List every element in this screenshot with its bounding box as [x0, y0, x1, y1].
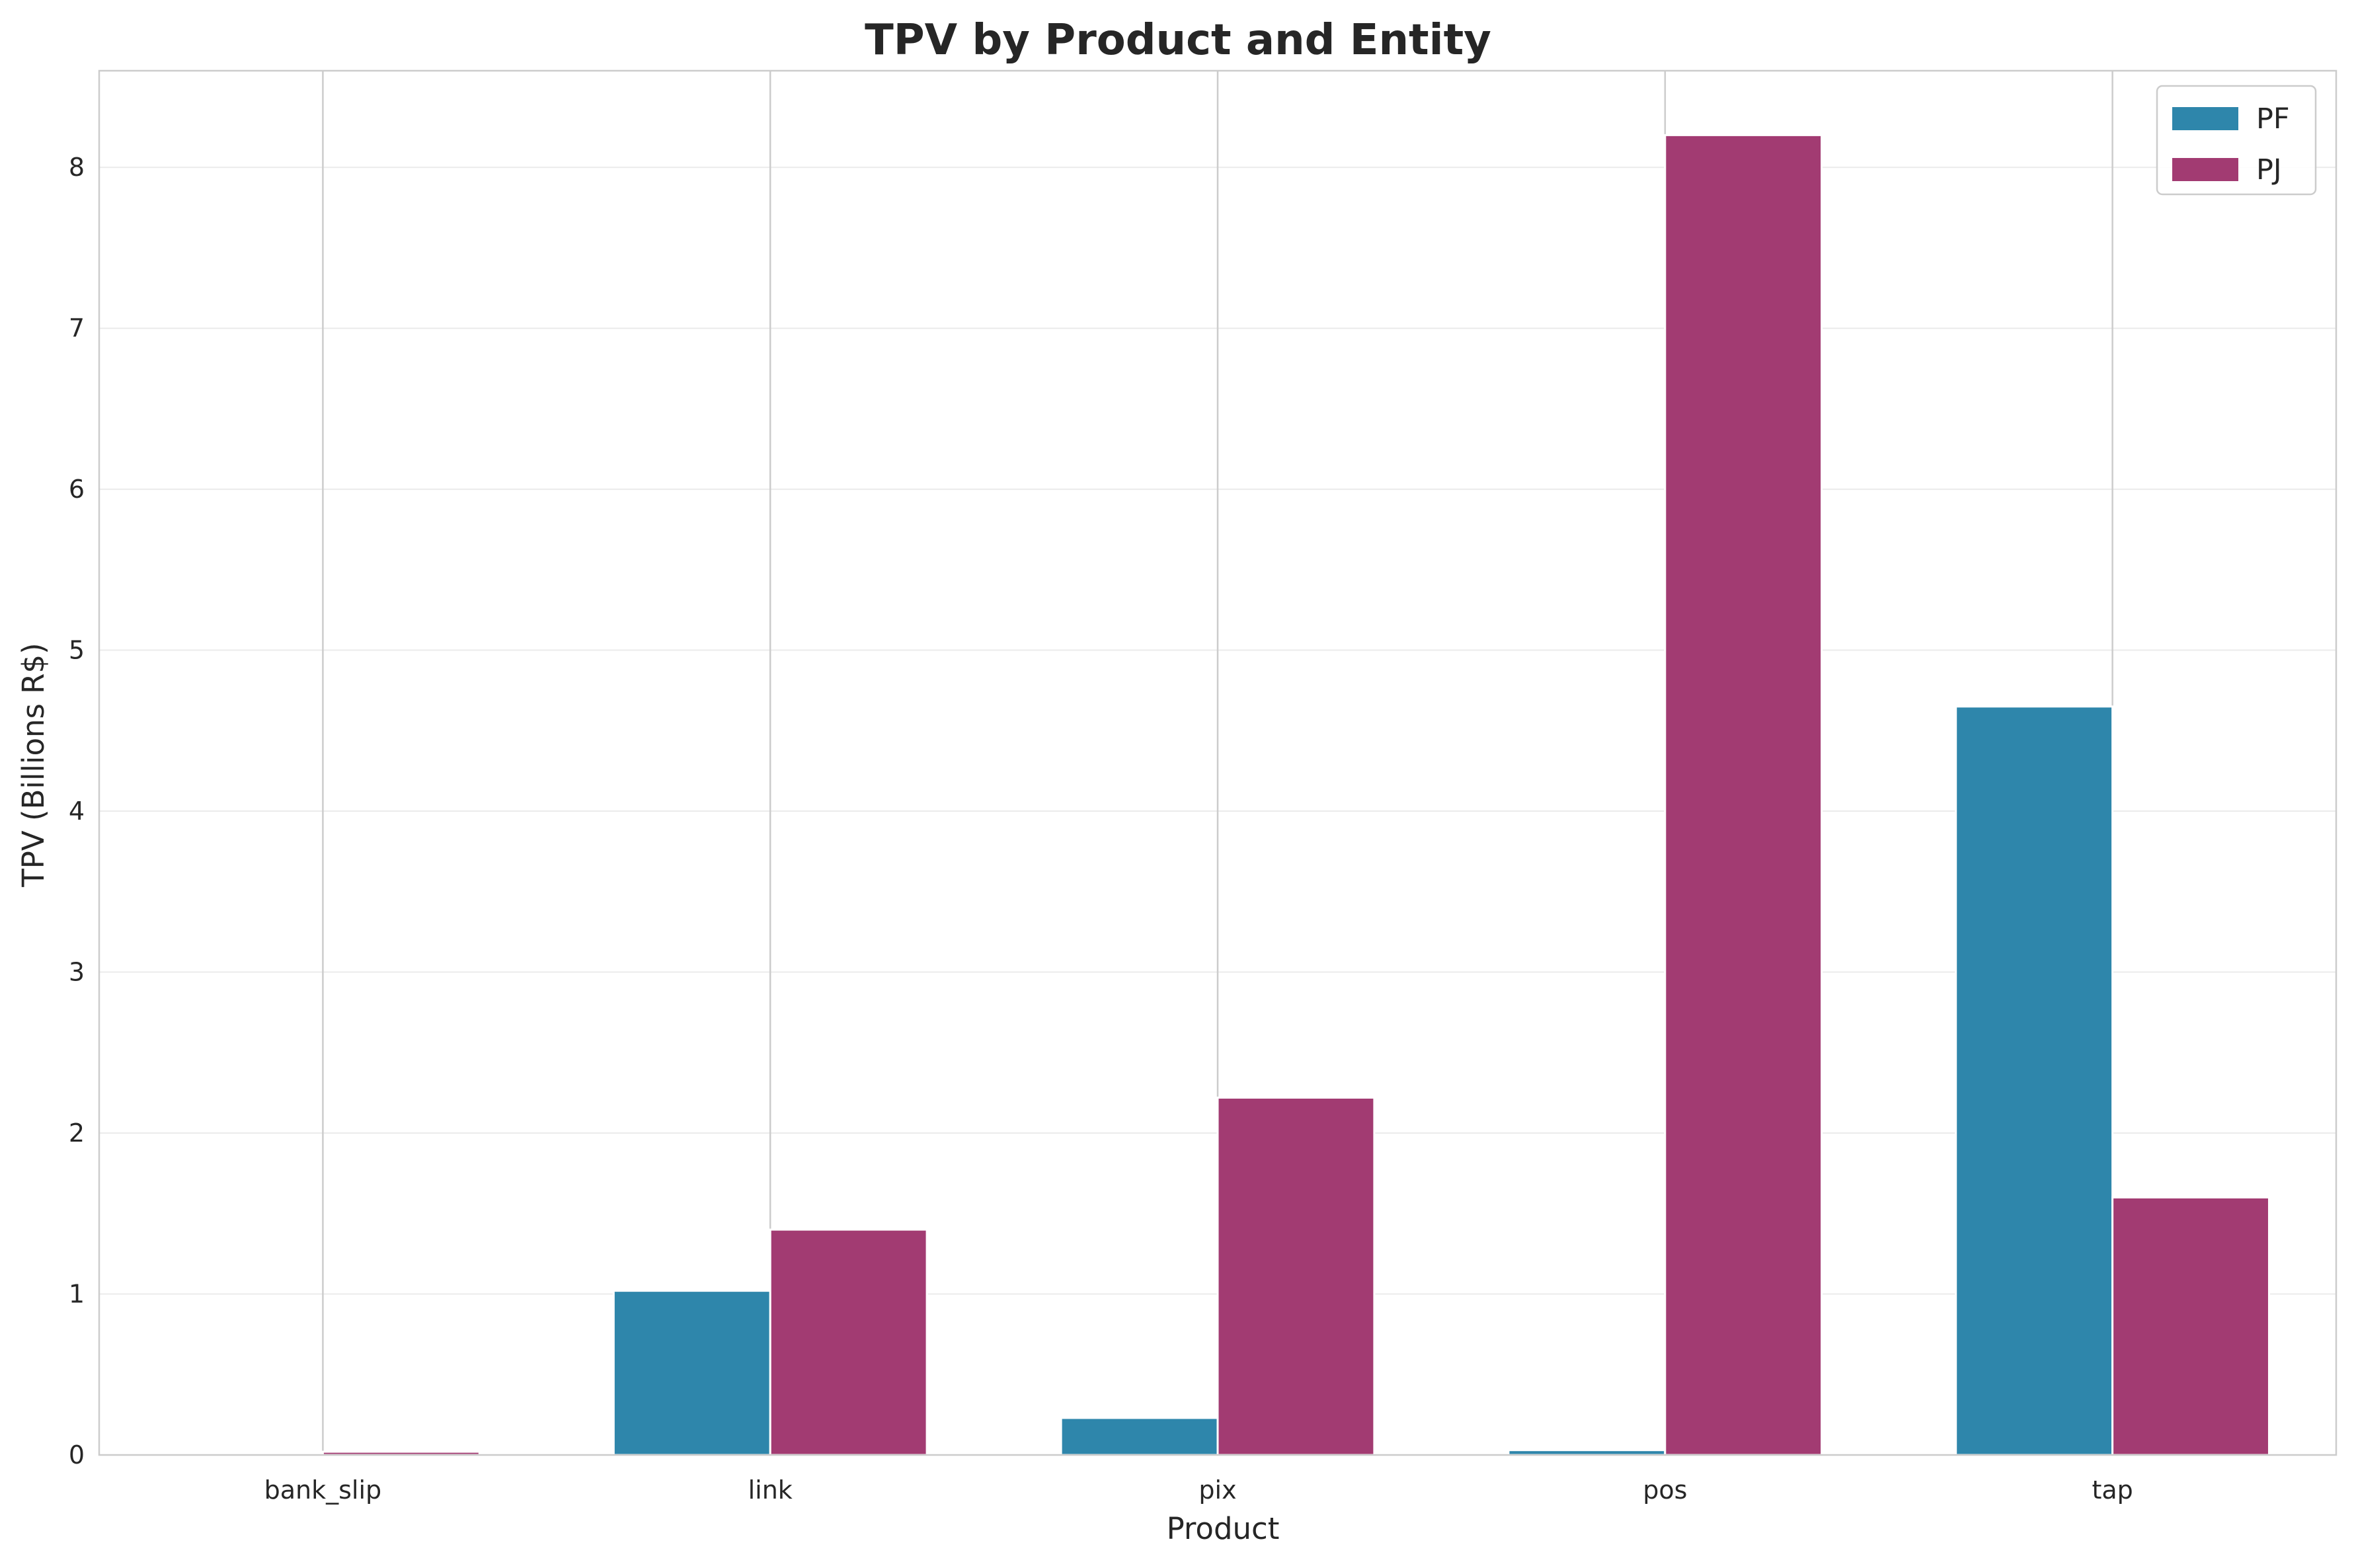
y-tick-label: 0 [69, 1440, 85, 1470]
legend-swatch-pj [2172, 158, 2238, 181]
bar-pf-link [612, 1290, 771, 1456]
x-tick-label: tap [2092, 1475, 2133, 1505]
y-tick-label: 6 [69, 475, 85, 504]
x-tick-label: pos [1643, 1475, 1687, 1505]
x-tick-label: bank_slip [264, 1475, 382, 1505]
y-axis-label: TPV (Billions R$) [16, 643, 51, 887]
y-tick-label: 4 [69, 797, 85, 826]
y-tick-label: 8 [69, 153, 85, 182]
y-tick-label: 1 [69, 1280, 85, 1309]
y-tick-label: 3 [69, 958, 85, 987]
bar-pj-tap [2111, 1196, 2270, 1456]
y-tick-label: 5 [69, 636, 85, 665]
chart-title: TPV by Product and Entity [865, 16, 1491, 65]
x-axis-label: Product [1167, 1511, 1280, 1546]
bar-pf-pix [1060, 1417, 1219, 1456]
legend-label-pj: PJ [2256, 153, 2282, 186]
x-tick-label: pix [1198, 1475, 1236, 1505]
legend-swatch-pf [2172, 107, 2238, 130]
legend-label-pf: PF [2256, 102, 2290, 136]
legend: PF PJ [2156, 85, 2317, 196]
y-tick-label: 7 [69, 314, 85, 343]
bar-pj-pos [1664, 134, 1823, 1456]
plot-frame [98, 69, 2337, 1456]
bar-pf-tap [1955, 705, 2114, 1456]
x-tick-label: link [748, 1475, 793, 1505]
y-tick-label: 2 [69, 1118, 85, 1148]
bar-pj-link [769, 1228, 928, 1456]
bar-pj-pix [1216, 1096, 1376, 1456]
